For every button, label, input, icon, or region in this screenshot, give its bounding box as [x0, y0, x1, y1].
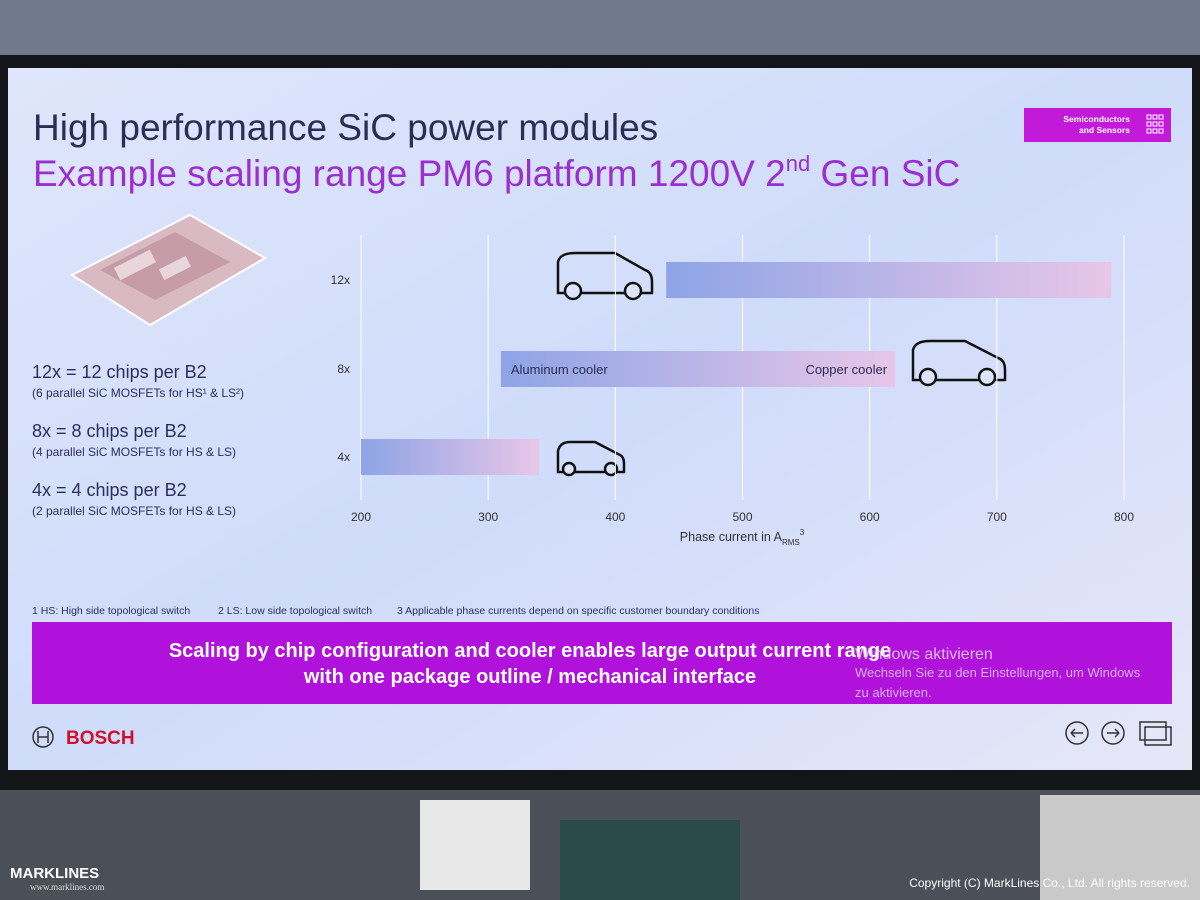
footnote: 1 HS: High side topological switch [32, 605, 190, 617]
footnote: 2 LS: Low side topological switch [218, 605, 372, 617]
next-arrow[interactable] [1107, 728, 1120, 738]
brand-logo [32, 726, 54, 748]
y-tick-label: 12x [331, 273, 350, 287]
brand-name: BOSCH [66, 728, 135, 749]
slide-title: High performance SiC power modules [33, 107, 658, 148]
watermark-text: zu aktivieren. [855, 685, 932, 700]
menu-icon[interactable] [1139, 721, 1172, 746]
car-icon [911, 339, 1007, 387]
x-tick-label: 500 [732, 510, 752, 524]
bar-label: Aluminum cooler [511, 362, 608, 377]
x-axis-label-sup: 3 [800, 528, 805, 537]
footnote: 3 Applicable phase currents depend on sp… [397, 605, 759, 617]
config-label: 4x = 4 chips per B2 [32, 480, 187, 500]
config-label: 8x = 8 chips per B2 [32, 421, 187, 441]
range-bar [500, 351, 896, 387]
badge-text: Semiconductors [1063, 114, 1130, 124]
subtitle-text: Example scaling range PM6 platform 1200V… [33, 153, 786, 194]
photo-copyright: Copyright (C) MarkLines Co., Ltd. All ri… [909, 876, 1190, 890]
photo-logo: MARKLINES [10, 865, 99, 882]
bar-label: Copper cooler [805, 362, 887, 377]
module-image [69, 213, 267, 327]
range-bar [361, 439, 540, 475]
person [1040, 795, 1200, 900]
y-tick-label: 4x [337, 450, 350, 464]
banner-text: Scaling by chip configuration and cooler… [169, 640, 891, 662]
badge-text: and Sensors [1079, 125, 1130, 135]
slide-subtitle: Example scaling range PM6 platform 1200V… [33, 151, 960, 194]
x-tick-label: 800 [1114, 510, 1134, 524]
badge-icon [1146, 114, 1164, 134]
brand-logo [37, 731, 49, 743]
config-detail: (6 parallel SiC MOSFETs for HS¹ & LS²) [32, 386, 244, 400]
x-axis-label: Phase current in ARMS3 [680, 528, 805, 547]
subtitle-tail: Gen SiC [810, 153, 960, 194]
printer [420, 800, 530, 890]
car-icon [556, 440, 626, 477]
banner-text: with one package outline / mechanical in… [303, 666, 756, 688]
y-tick-label: 8x [337, 362, 350, 376]
x-axis-label-text: Phase current in A [680, 530, 783, 544]
background [0, 0, 1200, 60]
banner [32, 622, 1172, 704]
range-bar [666, 262, 1112, 298]
config-label: 12x = 12 chips per B2 [32, 362, 207, 382]
car-icon [556, 251, 654, 301]
x-tick-label: 600 [860, 510, 880, 524]
next-button[interactable] [1101, 721, 1125, 745]
x-tick-label: 300 [478, 510, 498, 524]
config-detail: (4 parallel SiC MOSFETs for HS & LS) [32, 445, 236, 459]
equipment [560, 820, 740, 900]
subtitle-sup: nd [786, 151, 810, 176]
photo-url: www.marklines.com [30, 882, 104, 892]
prev-button[interactable] [1065, 721, 1089, 745]
config-detail: (2 parallel SiC MOSFETs for HS & LS) [32, 504, 236, 518]
prev-arrow[interactable] [1070, 728, 1083, 738]
x-tick-label: 200 [351, 510, 371, 524]
watermark-text: Windows aktivieren [855, 646, 993, 663]
watermark-text: Wechseln Sie zu den Einstellungen, um Wi… [855, 665, 1141, 680]
x-tick-label: 700 [987, 510, 1007, 524]
x-tick-label: 400 [605, 510, 625, 524]
x-axis-label-sub: RMS [782, 538, 800, 547]
